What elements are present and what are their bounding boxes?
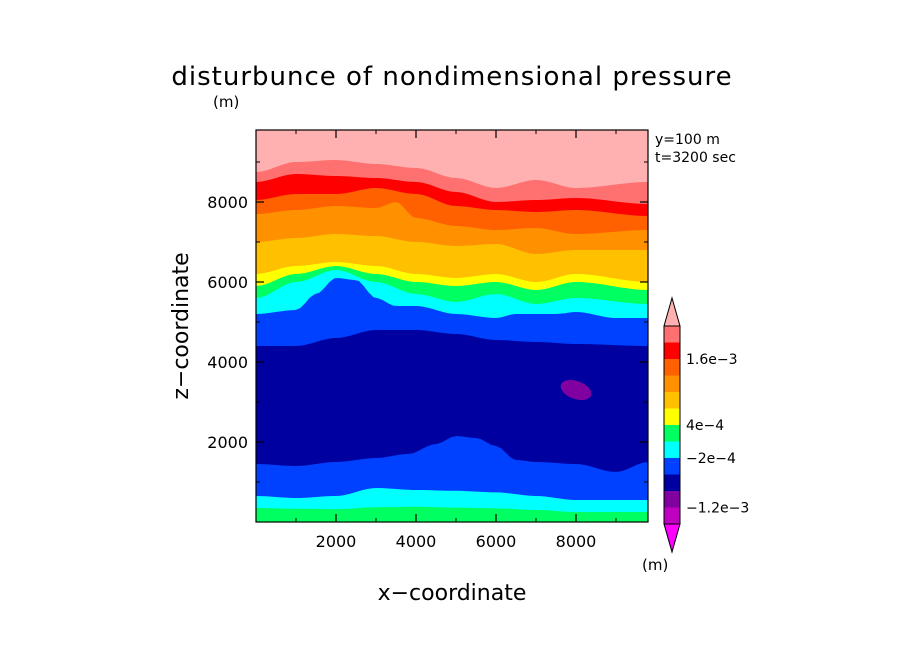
colorbar-label: −1.2e−3 bbox=[686, 501, 749, 517]
colorbar-segment bbox=[664, 441, 680, 458]
colorbar-segment bbox=[664, 474, 680, 491]
colorbar-segment bbox=[664, 458, 680, 475]
contour-band bbox=[256, 506, 648, 522]
x-unit-label: (m) bbox=[213, 93, 239, 111]
annotation-y: y=100 m bbox=[655, 132, 720, 148]
y-tick-label: 2000 bbox=[207, 433, 248, 452]
y-tick-label: 4000 bbox=[207, 353, 248, 372]
colorbar-unit-label: (m) bbox=[642, 556, 668, 574]
colorbar-segment bbox=[664, 326, 680, 343]
colorbar-segment bbox=[664, 359, 680, 376]
y-axis-label: z−coordinate bbox=[169, 252, 194, 399]
colorbar-segment bbox=[664, 507, 680, 524]
annotation-t: t=3200 sec bbox=[655, 150, 736, 166]
x-tick-label: 2000 bbox=[316, 532, 357, 551]
colorbar-label: 4e−4 bbox=[686, 418, 724, 434]
colorbar-segment bbox=[664, 342, 680, 359]
colorbar-label: −2e−4 bbox=[686, 451, 736, 467]
x-axis-ticks: 2000 4000 6000 8000 bbox=[295, 130, 617, 551]
x-tick-label: 8000 bbox=[556, 532, 597, 551]
colorbar-segment bbox=[664, 425, 680, 442]
plot-frame bbox=[255, 129, 649, 523]
y-tick-label: 8000 bbox=[207, 193, 248, 212]
colorbar-labels: 1.6e−3 4e−4 −2e−4 −1.2e−3 bbox=[686, 352, 749, 517]
colorbar-frame bbox=[663, 325, 681, 525]
colorbar-segment bbox=[664, 392, 680, 409]
colorbar-segment bbox=[664, 408, 680, 425]
colorbar-max-arrow bbox=[663, 296, 681, 327]
colorbar-segment bbox=[664, 375, 680, 392]
y-tick-label: 6000 bbox=[207, 273, 248, 292]
colorbar-segment bbox=[664, 491, 680, 508]
colorbar-label: 1.6e−3 bbox=[686, 352, 738, 368]
contour-plot-area bbox=[256, 130, 648, 522]
min-cell bbox=[560, 379, 592, 401]
colorbar bbox=[663, 296, 681, 554]
x-tick-label: 4000 bbox=[396, 532, 437, 551]
x-tick-label: 6000 bbox=[476, 532, 517, 551]
y-axis-ticks: 2000 4000 6000 8000 bbox=[207, 161, 648, 483]
x-axis-label: x−coordinate bbox=[378, 581, 527, 606]
chart-title: disturbunce of nondimensional pressure bbox=[171, 62, 732, 92]
colorbar-min-arrow bbox=[663, 523, 681, 554]
